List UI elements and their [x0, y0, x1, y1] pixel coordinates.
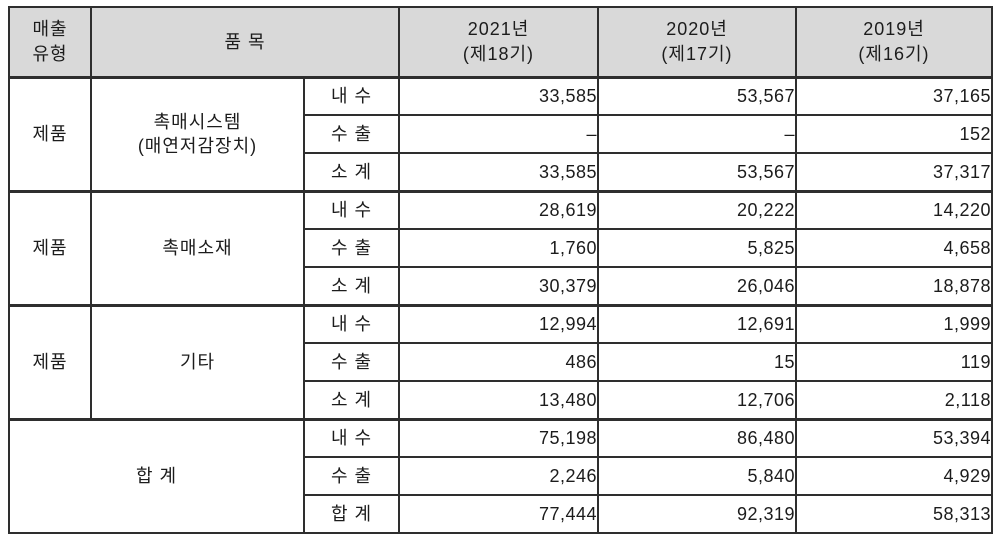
row-label: 수 출 [303, 342, 400, 382]
sales-by-product-table: 매출 유형 품 목 2021년 (제18기) 2020년 (제17기) 2019… [8, 6, 993, 534]
value-cell: 20,222 [597, 189, 797, 230]
header-sales-type-line1: 매출 [32, 19, 68, 40]
group1-item: 촉매시스템 (매연저감장치) [90, 75, 305, 192]
group3-sales-type: 제품 [8, 303, 92, 420]
value-cell: 4,929 [795, 456, 993, 496]
row-label: 수 출 [303, 228, 400, 268]
value-cell: 92,319 [597, 494, 797, 534]
table-row: 합 계 77,444 92,319 58,313 [9, 494, 993, 534]
value-cell: 18,878 [795, 266, 993, 306]
total-label-cell: 합 계 [8, 417, 305, 534]
table-row: 제품 촉매시스템 (매연저감장치) 내 수 33,585 53,567 37,1… [8, 75, 993, 192]
header-year-2021-line2: (제18기) [462, 43, 535, 64]
group3-item: 기타 [90, 303, 305, 420]
table-row: 소 계 33,585 53,567 37,317 [9, 152, 993, 192]
value-cell: 119 [795, 342, 993, 382]
table-row: 수 출 2,246 5,840 4,929 [9, 456, 993, 496]
row-label: 소 계 [303, 380, 400, 420]
value-cell: 152 [795, 114, 993, 154]
header-year-2020-line1: 2020년 [666, 19, 728, 40]
table-row: 수 출 1,760 5,825 4,658 [9, 228, 993, 268]
table-row: 소 계 30,379 26,046 18,878 [9, 266, 993, 306]
row-label: 수 출 [303, 456, 400, 496]
value-cell: 5,840 [597, 456, 797, 496]
row-label: 내 수 [303, 189, 400, 230]
row-label: 내 수 [303, 417, 400, 458]
value-cell: 53,567 [597, 152, 797, 192]
value-cell: – [398, 114, 599, 154]
row-label: 소 계 [303, 266, 400, 306]
value-cell: 15 [597, 342, 797, 382]
value-cell: 75,198 [398, 417, 599, 458]
value-cell: 53,567 [597, 75, 797, 116]
value-cell: 30,379 [398, 266, 599, 306]
header-item: 품 목 [90, 6, 400, 78]
value-cell: 12,994 [398, 303, 599, 344]
header-year-2020-line2: (제17기) [661, 43, 733, 64]
table-row: 합 계 내 수 75,198 86,480 53,394 [8, 417, 993, 534]
group1-item-line2: (매연저감장치) [137, 136, 258, 156]
value-cell: 4,658 [795, 228, 993, 268]
header-year-2019: 2019년 (제16기) [795, 6, 993, 78]
row-label: 내 수 [303, 303, 400, 344]
value-cell: 77,444 [398, 494, 599, 534]
group2-item: 촉매소재 [90, 189, 305, 306]
header-sales-type-line2: 유형 [32, 43, 68, 64]
table-row: 소 계 13,480 12,706 2,118 [9, 380, 993, 420]
row-label: 소 계 [303, 152, 400, 192]
value-cell: 33,585 [398, 75, 599, 116]
value-cell: 12,691 [597, 303, 797, 344]
value-cell: 37,165 [795, 75, 993, 116]
value-cell: 33,585 [398, 152, 599, 192]
table-row: 수 출 – – 152 [9, 114, 993, 154]
value-cell: 26,046 [597, 266, 797, 306]
header-sales-type: 매출 유형 [8, 6, 92, 78]
table-row: 수 출 486 15 119 [9, 342, 993, 382]
group1-sales-type: 제품 [8, 75, 92, 192]
value-cell: 86,480 [597, 417, 797, 458]
value-cell: 28,619 [398, 189, 599, 230]
group2-sales-type: 제품 [8, 189, 92, 306]
value-cell: 13,480 [398, 380, 599, 420]
value-cell: 486 [398, 342, 599, 382]
row-label: 내 수 [303, 75, 400, 116]
row-label: 수 출 [303, 114, 400, 154]
row-label: 합 계 [303, 494, 400, 534]
value-cell: 53,394 [795, 417, 993, 458]
header-year-2019-line2: (제16기) [858, 43, 930, 64]
value-cell: 1,999 [795, 303, 993, 344]
table-row: 제품 기타 내 수 12,994 12,691 1,999 [8, 303, 993, 420]
value-cell: 37,317 [795, 152, 993, 192]
value-cell: 14,220 [795, 189, 993, 230]
header-year-2020: 2020년 (제17기) [597, 6, 797, 78]
value-cell: 2,246 [398, 456, 599, 496]
value-cell: – [597, 114, 797, 154]
header-year-2021-line1: 2021년 [467, 19, 530, 40]
value-cell: 5,825 [597, 228, 797, 268]
value-cell: 1,760 [398, 228, 599, 268]
header-year-2019-line1: 2019년 [863, 19, 925, 40]
header-row: 매출 유형 품 목 2021년 (제18기) 2020년 (제17기) 2019… [8, 6, 993, 78]
value-cell: 58,313 [795, 494, 993, 534]
table-row: 제품 촉매소재 내 수 28,619 20,222 14,220 [8, 189, 993, 306]
value-cell: 2,118 [795, 380, 993, 420]
group1-item-line1: 촉매시스템 [153, 111, 242, 132]
value-cell: 12,706 [597, 380, 797, 420]
header-year-2021: 2021년 (제18기) [398, 6, 599, 78]
